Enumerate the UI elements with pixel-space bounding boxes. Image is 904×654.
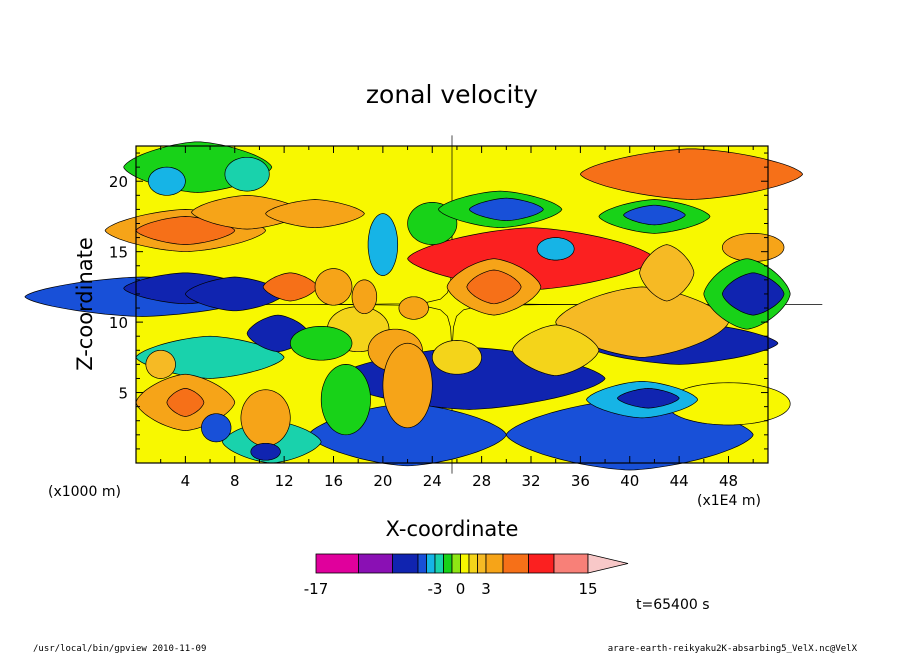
colorbar-swatch: [392, 553, 419, 574]
contour-region: [265, 199, 365, 229]
colorbar-swatch: [460, 553, 470, 574]
contour-region: [623, 204, 686, 226]
colorbar-swatch: [451, 553, 461, 574]
contour-region: [466, 269, 522, 305]
colorbar-tick-label: -3: [428, 580, 443, 598]
colorbar-swatch: [434, 553, 444, 574]
footer-left-text: /usr/local/bin/gpview 2010-11-09: [33, 644, 206, 654]
time-label: t=65400 s: [636, 597, 710, 613]
colorbar-extend-arrow: [587, 553, 629, 574]
x-axis: 4 8 12 16 20 24 28 32 36 40 44 48: [160, 146, 754, 490]
contour-region: [262, 272, 318, 302]
y-axis: 5 10 15 20: [109, 152, 768, 450]
x-tick-label: 48: [719, 472, 738, 490]
contour-region: [201, 413, 232, 443]
x-tick-label: 32: [521, 472, 540, 490]
contour-region: [580, 148, 804, 200]
y-tick-label: 5: [118, 385, 128, 403]
x-axis-unit: (x1E4 m): [697, 493, 761, 509]
colorbar-swatch: [477, 553, 487, 574]
contour-region: [147, 166, 186, 196]
contour-region: [512, 324, 600, 376]
contour-region: [166, 387, 205, 417]
colorbar-ticks: -17 -3 0 3 15: [304, 580, 598, 598]
x-tick-label: 28: [472, 472, 491, 490]
x-tick-label: 44: [670, 472, 689, 490]
colorbar-swatch: [468, 553, 478, 574]
colorbar-tick-label: 15: [578, 580, 597, 598]
y-axis-unit: (x1000 m): [48, 484, 121, 500]
contour-region: [185, 276, 285, 312]
colorbar-swatch: [485, 553, 504, 574]
x-tick-label: 12: [275, 472, 294, 490]
colorbar-swatch: [528, 553, 555, 574]
contour-region: [224, 156, 270, 192]
contour-region: [431, 340, 482, 375]
chart-title: zonal velocity: [366, 80, 538, 109]
x-tick-label: 36: [571, 472, 590, 490]
contour-plot-area: [24, 135, 823, 474]
x-axis-label: X-coordinate: [386, 517, 519, 541]
colorbar-swatch: [443, 553, 453, 574]
contour-region: [289, 325, 353, 361]
contour-region: [617, 387, 680, 409]
colorbar-tick-label: -17: [304, 580, 329, 598]
contour-region: [382, 342, 433, 429]
contour-region: [191, 194, 303, 230]
contour-region: [721, 233, 785, 262]
colorbar-tick-label: 3: [481, 580, 491, 598]
colorbar-swatch: [315, 553, 359, 574]
colorbar-tick-label: 0: [456, 580, 466, 598]
footer-right-text: arare-earth-reikyaku2K-absarbing5_VelX.n…: [608, 644, 858, 654]
x-tick-label: 40: [620, 472, 639, 490]
contour-region: [314, 268, 353, 306]
x-tick-label: 16: [324, 472, 343, 490]
x-tick-label: 24: [423, 472, 442, 490]
contour-region: [367, 213, 399, 276]
colorbar-swatch: [358, 553, 393, 574]
contour-region: [536, 237, 575, 261]
y-tick-label: 15: [109, 244, 128, 262]
x-tick-label: 20: [373, 472, 392, 490]
contour-region: [145, 349, 176, 379]
plot-frame: [135, 145, 769, 464]
y-tick-label: 10: [109, 314, 128, 332]
contour-region: [468, 197, 544, 222]
contour-region: [398, 296, 429, 320]
y-axis-label: Z-coordinate: [73, 237, 97, 371]
contour-region: [639, 244, 695, 302]
colorbar-swatch: [417, 553, 427, 574]
contour-region: [351, 279, 378, 315]
contour-region: [320, 364, 371, 436]
colorbar-swatch: [553, 553, 589, 574]
contour-region: [250, 442, 281, 461]
x-tick-label: 8: [230, 472, 240, 490]
colorbar-swatch: [502, 553, 529, 574]
colorbar: [315, 553, 629, 574]
contour-region: [240, 389, 291, 447]
colorbar-swatch: [426, 553, 436, 574]
y-tick-label: 20: [109, 173, 128, 191]
x-tick-label: 4: [181, 472, 191, 490]
